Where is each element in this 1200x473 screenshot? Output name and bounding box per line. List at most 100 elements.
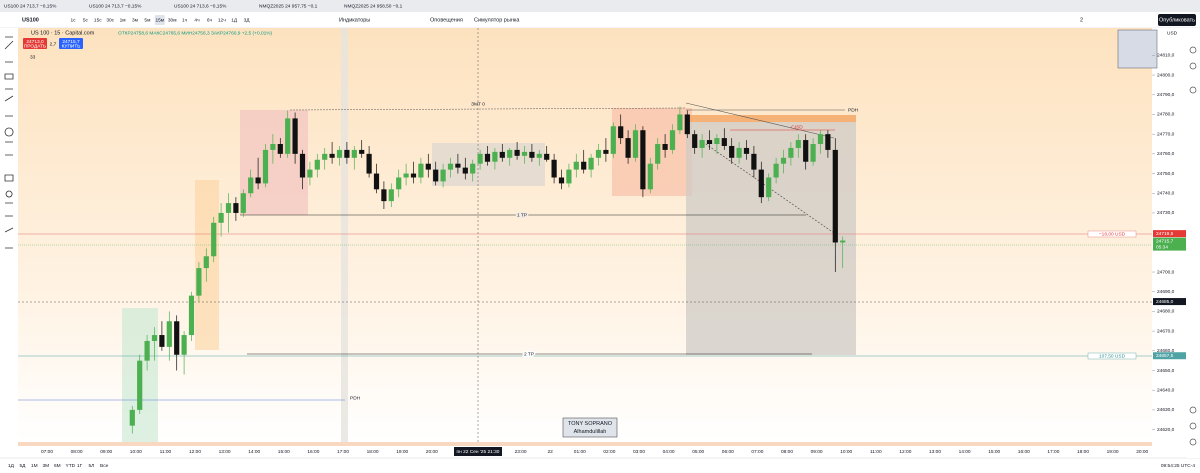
interval[interactable]: 1м xyxy=(120,17,126,23)
candle-body xyxy=(137,360,143,410)
range-button[interactable]: 5Д xyxy=(20,463,27,469)
right-icons[interactable] xyxy=(1189,46,1197,446)
tab[interactable]: US100 24 713,6 −0,15% xyxy=(174,3,227,9)
interval[interactable]: 15м xyxy=(155,17,164,23)
tab[interactable]: US100 24 713,7 −0,15% xyxy=(4,3,57,9)
y-tick-label: 24760,0 xyxy=(1157,151,1175,157)
candle-body xyxy=(159,335,165,347)
candle-body xyxy=(780,157,787,164)
x-tick-label: 20:00 xyxy=(426,449,438,455)
x-tick-label: 11:00 xyxy=(160,449,172,455)
currency[interactable]: USD xyxy=(1167,30,1178,36)
candle-body xyxy=(551,159,557,178)
sell-price[interactable]: 24713,0 xyxy=(26,39,44,45)
interval[interactable]: 3м xyxy=(132,17,138,23)
candle-body xyxy=(314,159,320,170)
tab[interactable]: US100 24 713,7 −0,15% xyxy=(89,3,142,9)
candle-body xyxy=(618,126,624,139)
buy-label[interactable]: КУПИТЬ xyxy=(62,43,81,49)
candle-body xyxy=(840,240,846,243)
interval[interactable]: 30с xyxy=(106,17,114,23)
range-button[interactable]: 1Г xyxy=(77,463,83,469)
candle-body xyxy=(388,189,394,202)
interval[interactable]: 30м xyxy=(168,17,177,23)
candle-body xyxy=(470,163,476,174)
target-price-label: 24657,5 xyxy=(1156,353,1174,359)
x-tick-label: 17:00 xyxy=(337,449,349,455)
candle-body xyxy=(736,147,742,158)
position-pnl[interactable]: −18,00 USD xyxy=(1099,231,1126,237)
position-pnl-box[interactable] xyxy=(1087,230,1137,238)
range-button[interactable]: 6М xyxy=(54,463,61,469)
range-button[interactable]: Все xyxy=(100,463,109,469)
last-price-label: 24715,7 xyxy=(1156,238,1174,244)
symbol[interactable]: US100 xyxy=(22,17,39,23)
range-button[interactable]: 3М xyxy=(43,463,50,469)
sell-label[interactable]: ПРОДАТЬ xyxy=(24,43,46,49)
indicators[interactable]: Индикаторы xyxy=(339,17,370,23)
interval[interactable]: 5м xyxy=(144,17,150,23)
candle-body xyxy=(714,138,720,145)
y-tick-label: 24790,0 xyxy=(1157,92,1175,98)
interval[interactable]: 12ч xyxy=(218,17,226,23)
spread: 2,7 xyxy=(50,41,57,47)
candle-body xyxy=(381,189,387,202)
toolbar xyxy=(0,12,1200,28)
crosshair-time: пн 22 Сен '25 21:30 xyxy=(457,449,500,455)
x-tick-label: 08:00 xyxy=(71,449,83,455)
x-tick-label: 20:00 xyxy=(1136,449,1148,455)
candle-body xyxy=(373,173,380,190)
pdh-top-label: PDH xyxy=(848,107,859,113)
candle-body xyxy=(647,163,653,190)
candle-body xyxy=(151,335,158,341)
interval[interactable]: 1ч xyxy=(182,17,188,23)
position-price-tag xyxy=(1153,230,1186,238)
publish-label[interactable]: Опубликовать xyxy=(1159,17,1195,23)
layouts[interactable]: 2 xyxy=(1080,17,1083,23)
publish-button[interactable] xyxy=(1158,14,1196,26)
target-pnl-box[interactable] xyxy=(1087,352,1137,360)
indicators-count[interactable]: 33 xyxy=(30,54,36,60)
candle-body xyxy=(433,169,439,182)
sell-button[interactable] xyxy=(23,38,47,49)
candle-body xyxy=(529,151,535,158)
candle-body xyxy=(277,144,283,154)
ohlc-readout: ОТКР24758,6 МАКС24765,6 МИН24756,3 ЗАКР2… xyxy=(118,30,273,36)
alerts[interactable]: Оповещения xyxy=(430,17,463,23)
candle-body xyxy=(625,138,631,158)
range-button[interactable]: 1Д xyxy=(8,463,15,469)
y-tick-label: 24690,0 xyxy=(1157,289,1175,295)
interval[interactable]: 15с xyxy=(94,17,102,23)
left-tools[interactable] xyxy=(4,36,14,249)
range-button[interactable]: 1М xyxy=(31,463,38,469)
interval[interactable]: 1с xyxy=(70,17,76,23)
buy-button[interactable] xyxy=(59,38,83,49)
candle-body xyxy=(536,153,542,158)
interval[interactable]: 6ч xyxy=(207,17,213,23)
range-button[interactable]: 5Л xyxy=(89,463,95,469)
x-tick-label: 13:00 xyxy=(929,449,941,455)
replay[interactable]: Симулятор рынка xyxy=(474,17,520,23)
x-tick-label: 18:00 xyxy=(1077,449,1089,455)
x-tick-label: 13:00 xyxy=(219,449,231,455)
candle-body xyxy=(507,149,513,158)
candles xyxy=(129,106,846,434)
range-button[interactable]: YTD xyxy=(66,463,76,469)
candle-body xyxy=(225,203,232,213)
candle-body xyxy=(336,149,343,158)
candle-body xyxy=(329,153,335,158)
interval[interactable]: 4ч xyxy=(194,17,200,23)
interval[interactable]: 3Д xyxy=(244,17,251,23)
target-pnl[interactable]: 107,50 USD xyxy=(1099,353,1126,359)
tab[interactable]: NMQZ2025 24 957,75 −0,1 xyxy=(259,3,318,9)
tab[interactable]: NMQZ2025 24 958,50 −0,1 xyxy=(344,3,403,9)
candle-body xyxy=(655,144,661,164)
interval[interactable]: 5с xyxy=(83,17,89,23)
buy-price[interactable]: 24715,7 xyxy=(62,39,80,45)
interval[interactable]: 1Д xyxy=(231,17,238,23)
candle-body xyxy=(299,153,306,178)
candle-body xyxy=(558,177,565,184)
x-tick-label: 04:00 xyxy=(663,449,675,455)
